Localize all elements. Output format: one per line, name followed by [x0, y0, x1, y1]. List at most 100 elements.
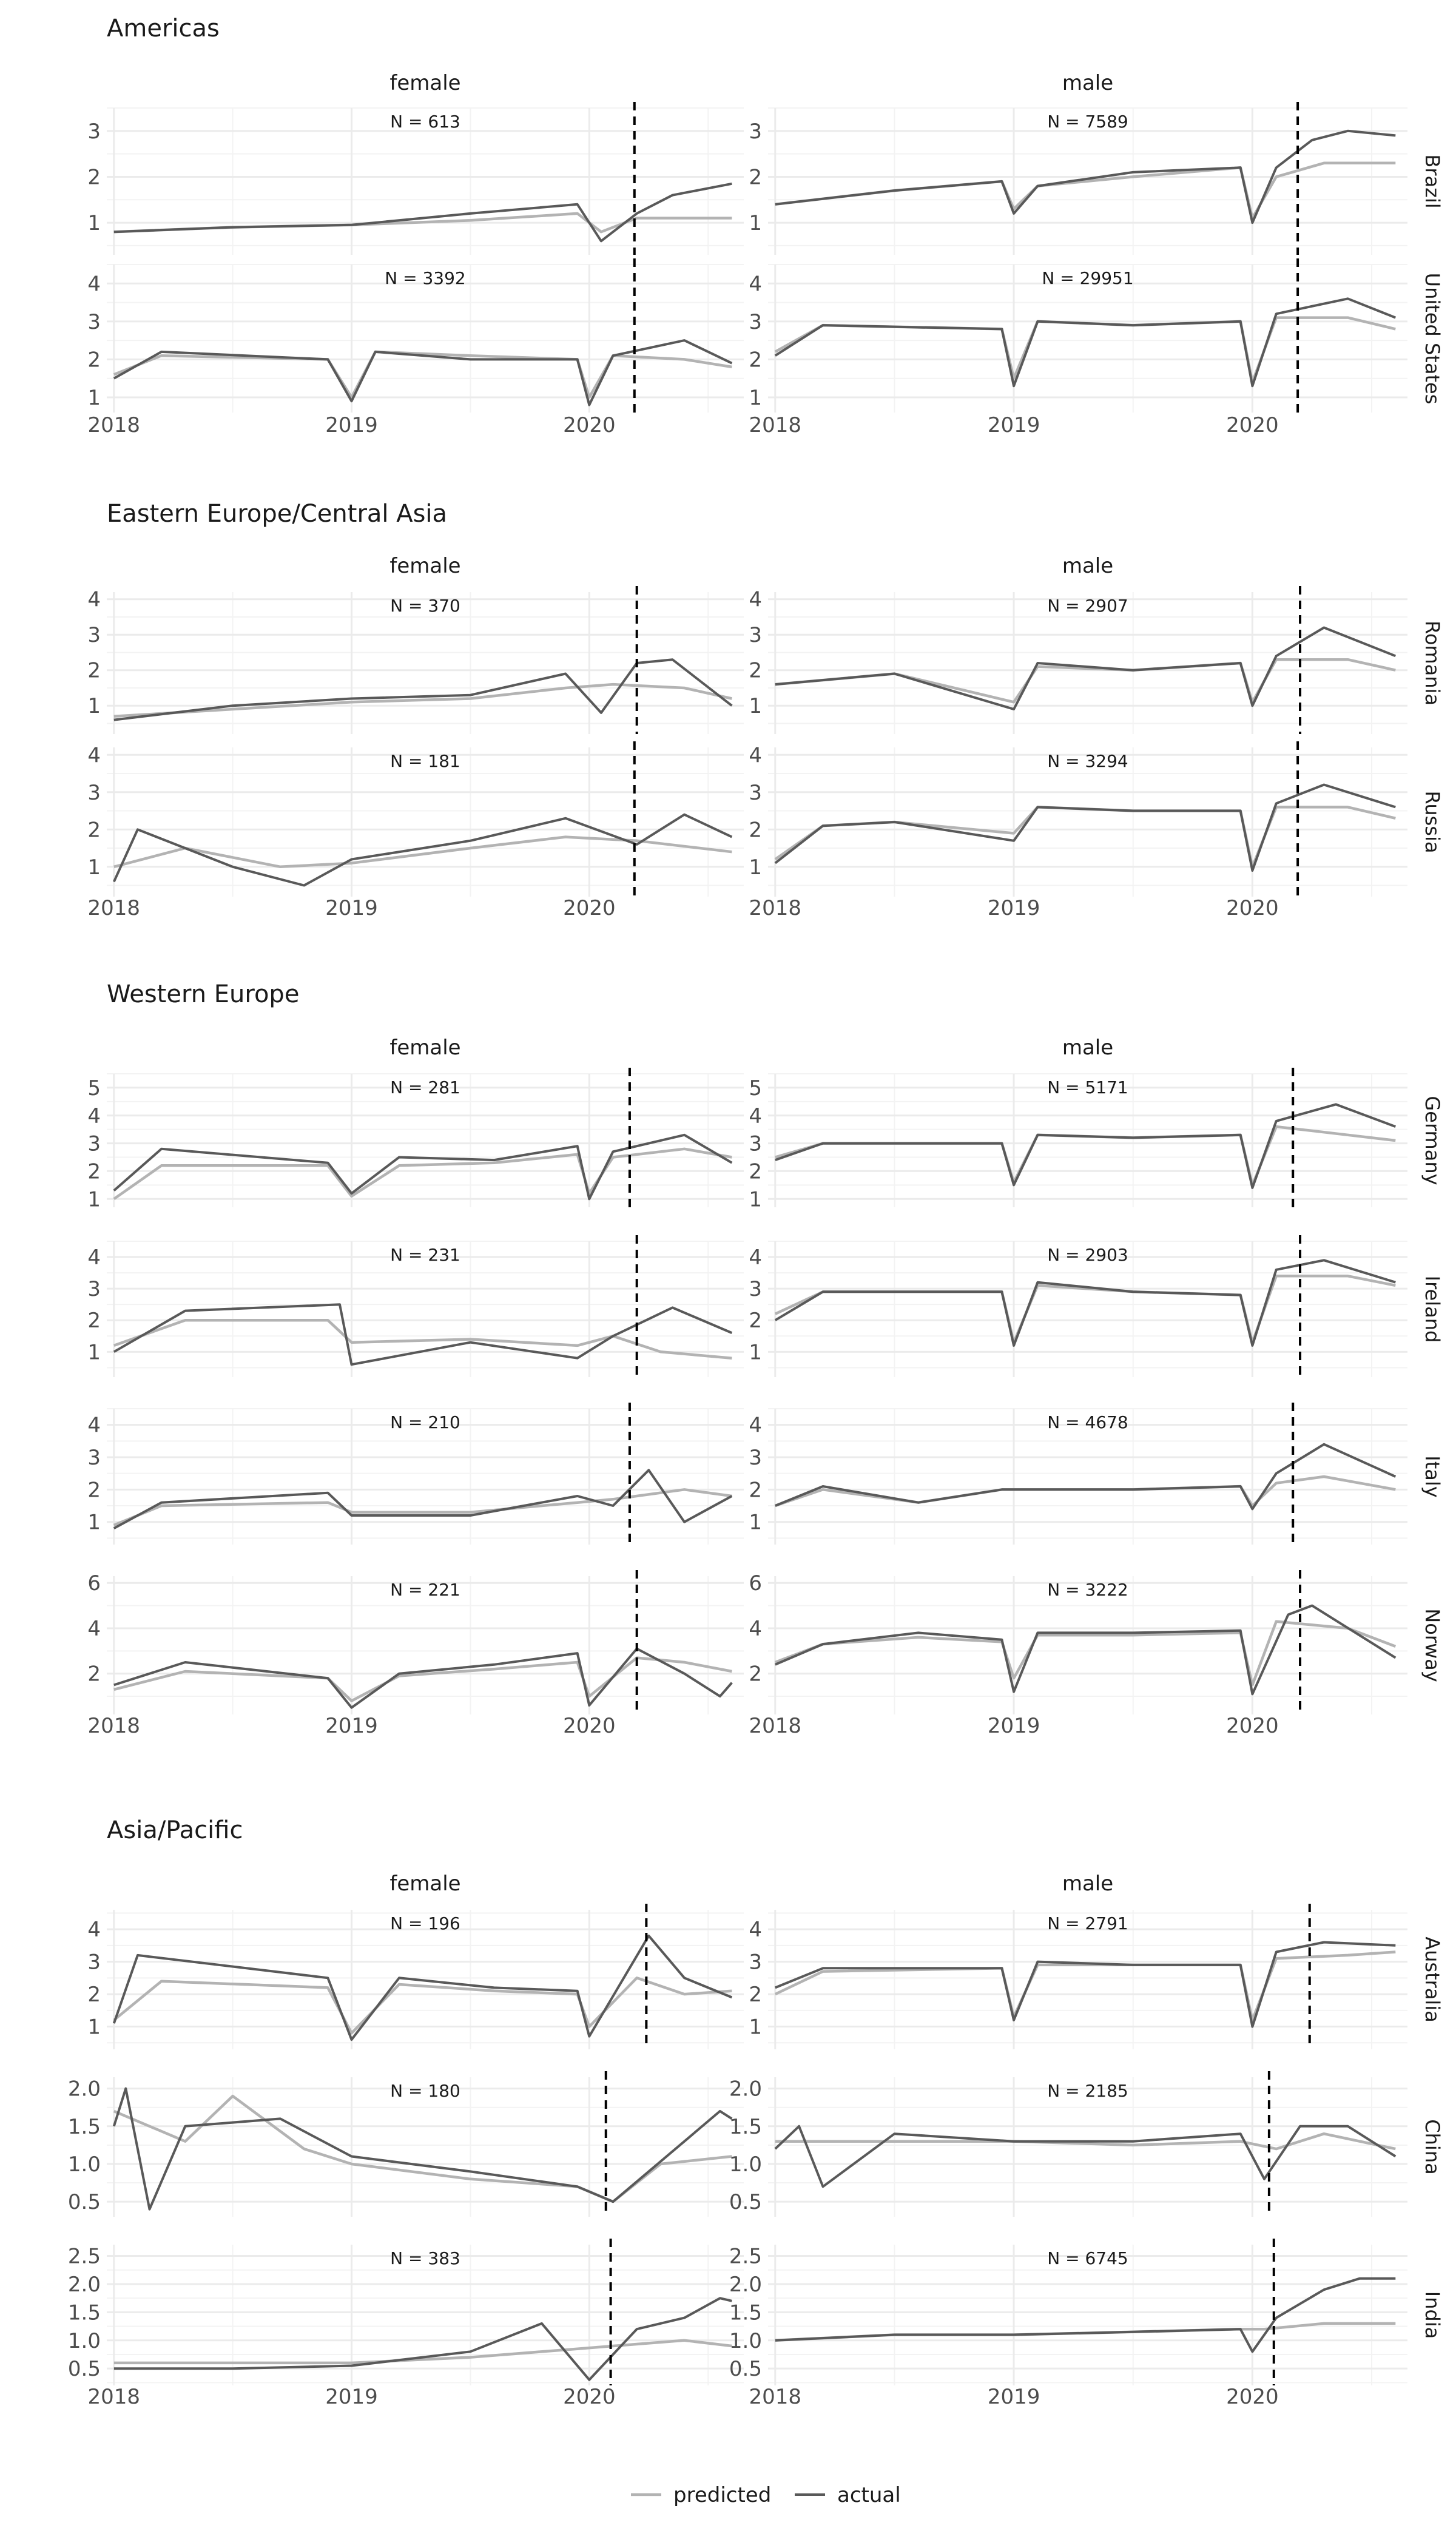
y-tick-label: 1.0	[729, 2152, 762, 2177]
y-tick-label: 0.5	[68, 2357, 101, 2381]
series-line-predicted	[113, 2094, 732, 2203]
series-line-predicted	[775, 1475, 1396, 1508]
y-tick-label: 4	[87, 1617, 101, 1641]
x-tick-label: 2020	[563, 896, 616, 920]
x-tick-label: 2020	[1226, 1714, 1279, 1738]
series-line-actual	[775, 1443, 1397, 1511]
y-tick-label: 2	[749, 818, 762, 842]
panel-india-male	[768, 2239, 1407, 2385]
y-tick-label: 1	[87, 694, 101, 718]
x-tick-label: 2019	[325, 896, 378, 920]
x-tick-label: 2019	[988, 2385, 1040, 2409]
y-tick-label: 4	[87, 1104, 101, 1128]
series-line-actual	[113, 339, 733, 406]
facet-header-female: female	[389, 71, 460, 95]
sample-size-label: N = 2185	[1047, 2081, 1128, 2101]
series-line-predicted	[113, 682, 732, 718]
x-tick-label: 2018	[87, 1714, 140, 1738]
x-tick-label: 2020	[563, 2385, 616, 2409]
y-tick-label: 3	[749, 781, 762, 805]
y-tick-label: 2.0	[68, 2273, 101, 2297]
sample-size-label: N = 3392	[385, 268, 465, 288]
sample-size-label: N = 29951	[1042, 268, 1133, 288]
y-tick-label: 4	[749, 272, 762, 296]
facet-header-male: male	[1062, 554, 1113, 578]
y-tick-label: 4	[749, 1617, 762, 1641]
y-tick-label: 2	[749, 1983, 762, 2007]
series-line-predicted	[113, 1147, 732, 1201]
facet-strip-china: China	[1421, 2119, 1444, 2174]
y-tick-label: 2	[87, 165, 101, 189]
y-tick-label: 2	[749, 1478, 762, 1502]
x-tick-label: 2019	[325, 413, 378, 437]
panel-india-female	[107, 2239, 744, 2385]
series-line-actual	[774, 783, 1396, 872]
series-line-actual	[774, 1259, 1396, 1347]
facet-header-male: male	[1062, 1036, 1113, 1060]
facet-strip-australia: Australia	[1421, 1936, 1444, 2023]
panel-germany-female	[107, 1068, 744, 1207]
series-line-predicted	[113, 1488, 732, 1527]
y-tick-label: 3	[87, 120, 101, 144]
sample-size-label: N = 613	[390, 112, 460, 132]
y-tick-label: 1	[749, 1187, 762, 1212]
y-tick-label: 6	[87, 1571, 101, 1596]
y-tick-label: 0.5	[68, 2190, 101, 2214]
series-line-predicted	[775, 2132, 1396, 2151]
y-tick-label: 1.5	[68, 2115, 101, 2139]
facet-strip-norway: Norway	[1421, 1608, 1444, 1682]
y-tick-label: 0.5	[729, 2357, 762, 2381]
x-tick-label: 2020	[1226, 896, 1279, 920]
facet-strip-russia: Russia	[1421, 791, 1444, 854]
sample-size-label: N = 180	[390, 2081, 460, 2101]
x-tick-label: 2019	[988, 1714, 1040, 1738]
y-tick-label: 1.5	[729, 2300, 762, 2325]
legend-label-predicted: predicted	[673, 2483, 771, 2507]
y-tick-label: 2	[87, 1478, 101, 1502]
facet-strip-united-states: United States	[1421, 273, 1444, 405]
panel-norway-female	[107, 1570, 744, 1714]
y-tick-label: 1.0	[68, 2329, 101, 2353]
facet-strip-germany: Germany	[1421, 1096, 1444, 1185]
y-tick-label: 2.0	[68, 2077, 101, 2101]
series-line-predicted	[113, 1977, 732, 2035]
x-tick-label: 2020	[563, 1714, 616, 1738]
y-tick-label: 3	[87, 781, 101, 805]
facet-header-male: male	[1062, 71, 1113, 95]
series-line-predicted	[113, 1318, 732, 1360]
series-line-predicted	[775, 161, 1396, 220]
panel-germany-male	[768, 1068, 1407, 1207]
y-tick-label: 2	[87, 1159, 101, 1184]
panel-australia-female	[107, 1904, 744, 2049]
series-line-actual	[774, 297, 1397, 388]
y-tick-label: 1	[87, 1187, 101, 1212]
y-tick-label: 3	[749, 623, 762, 647]
y-tick-label: 0.5	[729, 2190, 762, 2214]
y-tick-label: 1.5	[68, 2300, 101, 2325]
region-title: Eastern Europe/Central Asia	[107, 500, 447, 528]
panel-romania-female	[107, 586, 744, 734]
x-tick-label: 2019	[325, 1714, 378, 1738]
y-tick-label: 3	[87, 1132, 101, 1156]
x-tick-label: 2018	[749, 2385, 802, 2409]
sample-size-label: N = 281	[390, 1077, 460, 1097]
y-tick-label: 2.0	[729, 2077, 762, 2101]
series-line-actual	[112, 1934, 733, 2041]
sample-size-label: N = 370	[390, 596, 460, 616]
y-tick-label: 2.5	[729, 2245, 762, 2269]
y-tick-label: 4	[87, 1414, 101, 1438]
series-line-actual	[112, 813, 733, 887]
y-tick-label: 4	[749, 1245, 762, 1270]
x-tick-label: 2018	[749, 413, 802, 437]
series-line-predicted	[775, 1620, 1397, 1687]
y-tick-label: 2	[87, 659, 101, 683]
y-tick-label: 2	[749, 1662, 762, 1687]
y-tick-label: 4	[749, 1104, 762, 1128]
sample-size-label: N = 196	[390, 1913, 460, 1933]
panel-italy-female	[107, 1403, 744, 1545]
series-line-actual	[113, 1647, 733, 1709]
y-tick-label: 2	[749, 1159, 762, 1184]
y-tick-label: 3	[87, 310, 101, 334]
y-tick-label: 2	[87, 1662, 101, 1687]
series-line-actual	[113, 1303, 733, 1366]
